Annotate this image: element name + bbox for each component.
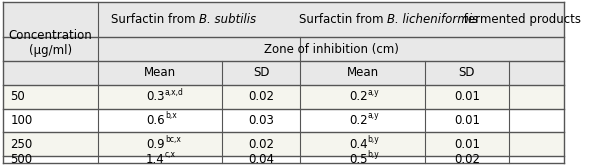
Text: 50: 50 [11, 90, 25, 103]
Text: Zone of inhibition (cm): Zone of inhibition (cm) [263, 43, 398, 56]
Text: 500: 500 [11, 153, 33, 166]
Text: 0.01: 0.01 [454, 137, 480, 150]
Polygon shape [98, 37, 564, 61]
Text: Surfactin from: Surfactin from [111, 13, 199, 26]
Text: c,x: c,x [165, 150, 176, 159]
Polygon shape [301, 2, 564, 37]
Text: SD: SD [459, 66, 475, 79]
Polygon shape [98, 2, 301, 37]
Polygon shape [3, 85, 564, 109]
Text: Concentration
(μg/ml): Concentration (μg/ml) [9, 29, 92, 57]
Text: B. licheniformis: B. licheniformis [387, 13, 478, 26]
Text: fermented products: fermented products [460, 13, 581, 26]
Text: 0.4: 0.4 [349, 137, 368, 150]
Text: SD: SD [253, 66, 269, 79]
Text: 0.2: 0.2 [349, 114, 368, 127]
Polygon shape [301, 61, 564, 85]
Text: 0.03: 0.03 [248, 114, 274, 127]
Text: 0.02: 0.02 [248, 137, 274, 150]
Text: 0.04: 0.04 [248, 153, 274, 166]
Text: 0.6: 0.6 [146, 114, 165, 127]
Text: Mean: Mean [144, 66, 176, 79]
Polygon shape [3, 109, 564, 132]
Text: 0.5: 0.5 [350, 153, 368, 166]
Text: 0.9: 0.9 [146, 137, 165, 150]
Text: 0.02: 0.02 [248, 90, 274, 103]
Text: a,y: a,y [367, 111, 379, 120]
Polygon shape [3, 2, 98, 85]
Text: 0.01: 0.01 [454, 114, 480, 127]
Polygon shape [3, 156, 564, 163]
Polygon shape [3, 132, 564, 156]
Text: 0.2: 0.2 [349, 90, 368, 103]
Text: a,y: a,y [367, 88, 379, 97]
Text: bc,x: bc,x [165, 135, 181, 144]
Text: 0.02: 0.02 [454, 153, 480, 166]
Text: Surfactin from: Surfactin from [299, 13, 387, 26]
Text: 100: 100 [11, 114, 33, 127]
Text: Mean: Mean [346, 66, 379, 79]
Text: B. subtilis: B. subtilis [199, 13, 256, 26]
Text: b,y: b,y [367, 150, 379, 159]
Text: b,y: b,y [367, 135, 379, 144]
Polygon shape [98, 61, 301, 85]
Text: 250: 250 [11, 137, 33, 150]
Text: 0.3: 0.3 [146, 90, 165, 103]
Text: 0.01: 0.01 [454, 90, 480, 103]
Text: b,x: b,x [165, 111, 176, 120]
Text: a,x,d: a,x,d [165, 88, 184, 97]
Text: 1.4: 1.4 [146, 153, 165, 166]
